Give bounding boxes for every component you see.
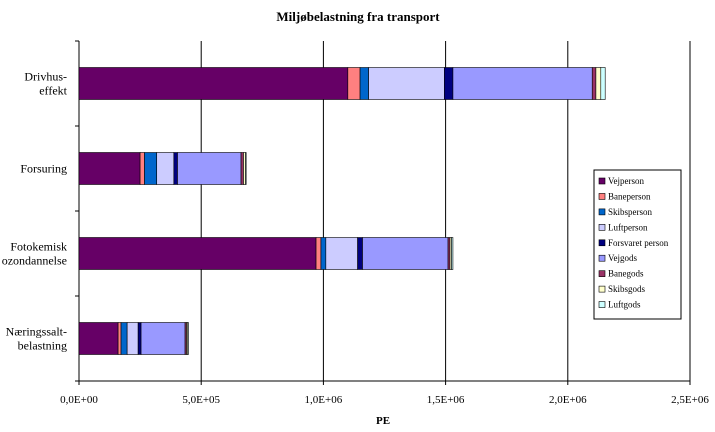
bar-segment [140, 322, 186, 355]
legend-swatch [598, 193, 606, 200]
bar-segment [357, 237, 363, 270]
legend-label: Forsvaret person [608, 238, 669, 248]
legend-label: Skibsgods [608, 284, 646, 294]
bar-segment [78, 237, 317, 270]
bar-segment [177, 152, 242, 185]
bar-segment [78, 322, 119, 355]
legend-swatch [598, 177, 606, 185]
chart-title: Miljøbelastning fra transport [276, 9, 440, 24]
category-label: Drivhus-effekt [24, 70, 67, 98]
x-tick-label: 1,5E+06 [427, 394, 465, 406]
legend: Vejperson Baneperson Skibsperson Luftperson… [593, 169, 682, 320]
legend-swatch [598, 254, 606, 262]
legend-swatch [598, 239, 606, 247]
x-tick-label: 2,5E+06 [671, 394, 709, 406]
plot-area: 0,0E+00 5,0E+05 1,0E+06 1,5E+06 2,0E+06 2,5E+… [2, 40, 709, 406]
legend-box [593, 169, 682, 320]
category-label: Næringssalt-belastning [6, 325, 67, 353]
x-axis-title: PE [376, 415, 390, 427]
legend-label: Baneperson [608, 191, 651, 201]
bar-segment [444, 67, 454, 100]
bar-segment [144, 152, 158, 185]
bar-segment [347, 67, 361, 100]
bar-segment [139, 152, 145, 185]
legend-label: Banegods [608, 269, 644, 279]
x-tick-label: 5,0E+05 [182, 394, 220, 406]
bar-segment [368, 67, 445, 100]
bar-segment [315, 237, 322, 270]
bar-segment [117, 322, 122, 355]
legend-label: Vejgods [608, 253, 637, 263]
bar-segment [245, 152, 247, 185]
bar-segment [600, 67, 606, 100]
bar-segment [362, 237, 449, 270]
legend-swatch [598, 270, 606, 277]
bar-segment [320, 237, 327, 270]
legend-label: Skibsperson [608, 207, 653, 217]
legend-swatch [598, 224, 606, 231]
bar-segment [451, 237, 454, 270]
bar-segment [240, 152, 244, 185]
bar-segment [78, 152, 141, 185]
legend-label: Luftgods [608, 300, 641, 310]
legend-swatch [598, 208, 606, 216]
bar-segment [359, 67, 369, 100]
legend-swatch [598, 301, 606, 308]
bar-segment [325, 237, 358, 270]
x-tick-label: 1,0E+06 [305, 394, 343, 406]
category-label: Forsuring [20, 162, 67, 176]
bar-segment [126, 322, 139, 355]
legend-label: Luftperson [608, 222, 648, 232]
category-label: Fotokemisk ozondannelse [2, 240, 67, 268]
bar-segment [591, 67, 597, 100]
bar-segment [187, 322, 189, 355]
bar-segment [137, 322, 142, 355]
bar-segment [120, 322, 128, 355]
legend-label: Vejperson [608, 176, 644, 186]
bar-segment [452, 67, 593, 100]
bar-segment [595, 67, 602, 100]
x-tick-label: 2,0E+06 [549, 394, 587, 406]
bar-segment [156, 152, 175, 185]
x-tick-label: 0,0E+00 [60, 394, 98, 406]
legend-swatch [598, 285, 606, 293]
bar-segment [78, 67, 349, 100]
bar-segment [173, 152, 178, 185]
